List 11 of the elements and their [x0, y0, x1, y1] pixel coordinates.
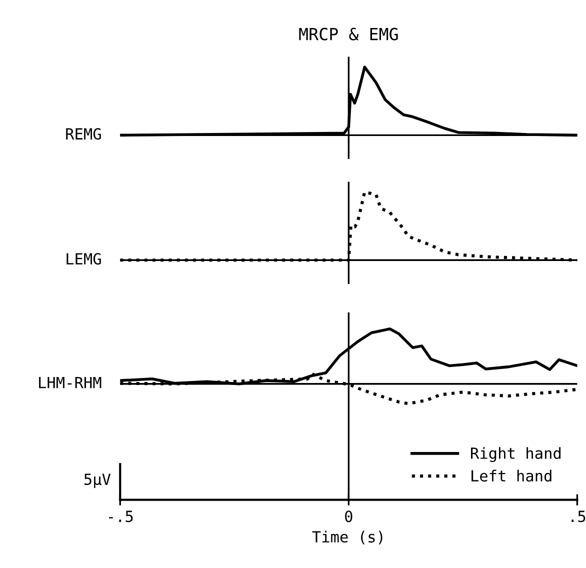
- chart-title: MRCP & EMG: [299, 28, 398, 40]
- x-tick-label: 0: [345, 510, 352, 522]
- legend-label: Right hand: [471, 447, 561, 462]
- x-tick-label: .5: [572, 510, 586, 522]
- x-tick-label: -.5: [108, 510, 133, 522]
- y-axis-title: LEMG: [66, 253, 101, 265]
- y-axis-title: LHM-RHM: [39, 376, 102, 388]
- y-axis-title: REMG: [66, 128, 101, 140]
- text: 5µV: [84, 474, 111, 488]
- legend-label: Left hand: [472, 470, 552, 482]
- x-axis-title: Time (s): [312, 530, 382, 544]
